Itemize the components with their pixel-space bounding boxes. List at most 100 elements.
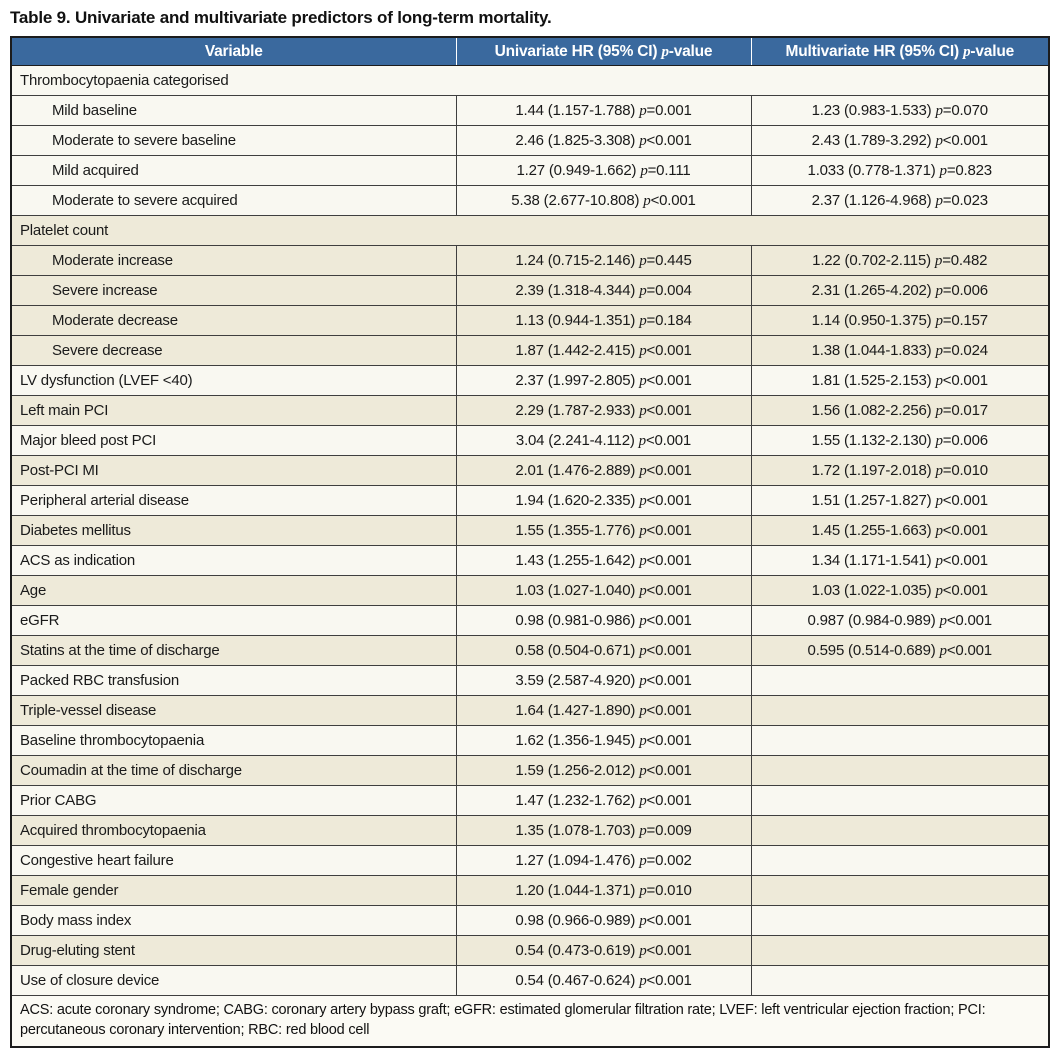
hr-ci-value: 3.04 (2.241-4.112) xyxy=(515,431,635,449)
p-symbol: p xyxy=(639,252,647,269)
hr-ci-value: 1.51 (1.257-1.827) xyxy=(811,491,932,509)
variable-label: Mild baseline xyxy=(10,95,457,126)
hr-ci-value: 1.81 (1.525-2.153) xyxy=(811,371,932,389)
p-value: =0.157 xyxy=(942,311,988,329)
hr-ci-value: 1.13 (0.944-1.351) xyxy=(515,311,636,329)
hr-ci-value: 1.47 (1.232-1.762) xyxy=(515,791,636,809)
hr-ci-value: 0.58 (0.504-0.671) xyxy=(515,641,636,659)
table-row: Peripheral arterial disease 1.94 (1.620-2… xyxy=(10,485,1050,516)
hr-ci-value: 5.38 (2.677-10.808) xyxy=(511,191,640,209)
p-symbol: p xyxy=(939,642,948,659)
table-row: Moderate to severe baseline 2.46 (1.825-3… xyxy=(10,125,1050,156)
p-value: <0.001 xyxy=(650,191,696,209)
variable-label: Statins at the time of discharge xyxy=(10,635,457,666)
section-row: Thrombocytopaenia categorised xyxy=(10,65,1050,96)
p-value: <0.001 xyxy=(646,341,692,359)
p-value: =0.017 xyxy=(942,401,988,419)
univariate-value-cell: 1.59 (1.256-2.012) p<0.001 xyxy=(455,755,752,786)
multivariate-value-cell xyxy=(750,875,1050,906)
multivariate-value-cell xyxy=(750,815,1050,846)
univariate-value-cell: 0.54 (0.473-0.619) p<0.001 xyxy=(455,935,752,966)
header-row: Variable Univariate HR (95% CI) p-value … xyxy=(11,37,1049,66)
p-value: <0.001 xyxy=(646,911,692,929)
p-value: <0.001 xyxy=(646,371,692,389)
hr-ci-value: 2.46 (1.825-3.308) xyxy=(515,131,636,149)
p-symbol: p xyxy=(639,822,647,839)
univariate-value-cell: 1.35 (1.078-1.703) p=0.009 xyxy=(455,815,752,846)
variable-label: Severe increase xyxy=(10,275,457,306)
multivariate-value-cell: 0.595 (0.514-0.689) p<0.001 xyxy=(750,635,1050,666)
p-symbol: p xyxy=(639,552,647,569)
p-symbol: p xyxy=(643,192,651,209)
univariate-value-cell: 1.55 (1.355-1.776) p<0.001 xyxy=(455,515,752,546)
p-value: <0.001 xyxy=(942,521,988,539)
p-symbol: p xyxy=(639,642,647,659)
p-value: <0.001 xyxy=(646,701,692,719)
p-symbol: p xyxy=(639,612,647,629)
table-row: Severe increase 2.39 (1.318-4.344) p=0.004… xyxy=(10,275,1050,306)
hr-ci-value: 1.45 (1.255-1.663) xyxy=(811,521,932,539)
multivariate-value-cell: 1.38 (1.044-1.833) p=0.024 xyxy=(750,335,1050,366)
p-value: =0.823 xyxy=(946,161,992,179)
hr-ci-value: 1.34 (1.171-1.541) xyxy=(811,551,932,569)
variable-label: Major bleed post PCI xyxy=(10,425,457,456)
hr-ci-value: 1.35 (1.078-1.703) xyxy=(515,821,636,839)
p-value: <0.001 xyxy=(646,551,692,569)
univariate-value-cell: 1.20 (1.044-1.371) p=0.010 xyxy=(455,875,752,906)
multivariate-value-cell xyxy=(750,965,1050,996)
p-symbol: p xyxy=(935,462,943,479)
univariate-value-cell: 2.39 (1.318-4.344) p=0.004 xyxy=(455,275,752,306)
hr-ci-value: 1.62 (1.356-1.945) xyxy=(515,731,636,749)
multivariate-value-cell xyxy=(750,695,1050,726)
univariate-value-cell: 1.64 (1.427-1.890) p<0.001 xyxy=(455,695,752,726)
p-value: =0.024 xyxy=(942,341,988,359)
variable-label: eGFR xyxy=(10,605,457,636)
table-row: Female gender 1.20 (1.044-1.371) p=0.010 xyxy=(10,875,1050,906)
p-symbol: p xyxy=(639,582,647,599)
p-symbol: p xyxy=(935,282,943,299)
hr-ci-value: 1.20 (1.044-1.371) xyxy=(515,881,636,899)
univariate-value-cell: 1.03 (1.027-1.040) p<0.001 xyxy=(455,575,752,606)
multivariate-value-cell: 1.03 (1.022-1.035) p<0.001 xyxy=(750,575,1050,606)
p-symbol: p xyxy=(639,882,647,899)
p-symbol: p xyxy=(935,342,943,359)
univariate-value-cell: 1.44 (1.157-1.788) p=0.001 xyxy=(455,95,752,126)
table-row: Triple-vessel disease 1.64 (1.427-1.890) p… xyxy=(10,695,1050,726)
table-row: Congestive heart failure 1.27 (1.094-1.47… xyxy=(10,845,1050,876)
p-value: <0.001 xyxy=(646,521,692,539)
p-value: =0.001 xyxy=(646,101,692,119)
multivariate-value-cell: 1.51 (1.257-1.827) p<0.001 xyxy=(750,485,1050,516)
variable-label: Left main PCI xyxy=(10,395,457,426)
hr-ci-value: 1.55 (1.355-1.776) xyxy=(515,521,636,539)
multivariate-value-cell: 1.22 (0.702-2.115) p=0.482 xyxy=(750,245,1050,276)
p-value: <0.001 xyxy=(646,461,692,479)
hr-ci-value: 1.72 (1.197-2.018) xyxy=(811,461,932,479)
p-symbol: p xyxy=(639,462,647,479)
variable-label: Diabetes mellitus xyxy=(10,515,457,546)
hr-ci-value: 0.54 (0.473-0.619) xyxy=(515,941,636,959)
hr-ci-value: 1.59 (1.256-2.012) xyxy=(515,761,636,779)
univariate-value-cell: 1.24 (0.715-2.146) p=0.445 xyxy=(455,245,752,276)
p-symbol: p xyxy=(639,912,647,929)
p-value: =0.070 xyxy=(942,101,988,119)
column-header-variable-label: Variable xyxy=(204,42,263,60)
variable-label: Coumadin at the time of discharge xyxy=(10,755,457,786)
p-symbol: p xyxy=(639,282,647,299)
p-symbol: p xyxy=(935,132,943,149)
univariate-value-cell: 2.37 (1.997-2.805) p<0.001 xyxy=(455,365,752,396)
table-row: eGFR 0.98 (0.981-0.986) p<0.001 0.987 (0.98… xyxy=(10,605,1050,636)
column-header-univariate: Univariate HR (95% CI) p-value xyxy=(455,37,751,66)
p-symbol: p xyxy=(935,552,943,569)
table-row: Moderate decrease 1.13 (0.944-1.351) p=0.1… xyxy=(10,305,1050,336)
variable-label: Moderate increase xyxy=(10,245,457,276)
multivariate-value-cell xyxy=(750,755,1050,786)
table-row: Baseline thrombocytopaenia 1.62 (1.356-1.… xyxy=(10,725,1050,756)
table-row: Use of closure device 0.54 (0.467-0.624) p… xyxy=(10,965,1050,996)
hr-ci-value: 2.43 (1.789-3.292) xyxy=(811,131,932,149)
hr-ci-value: 1.03 (1.027-1.040) xyxy=(515,581,636,599)
hr-ci-value: 2.37 (1.126-4.968) xyxy=(811,191,932,209)
p-symbol: p xyxy=(963,43,971,60)
footnote-text: ACS: acute coronary syndrome; CABG: coro… xyxy=(11,995,1049,1048)
hr-ci-value: 1.94 (1.620-2.335) xyxy=(515,491,636,509)
univariate-value-cell: 0.54 (0.467-0.624) p<0.001 xyxy=(455,965,752,996)
